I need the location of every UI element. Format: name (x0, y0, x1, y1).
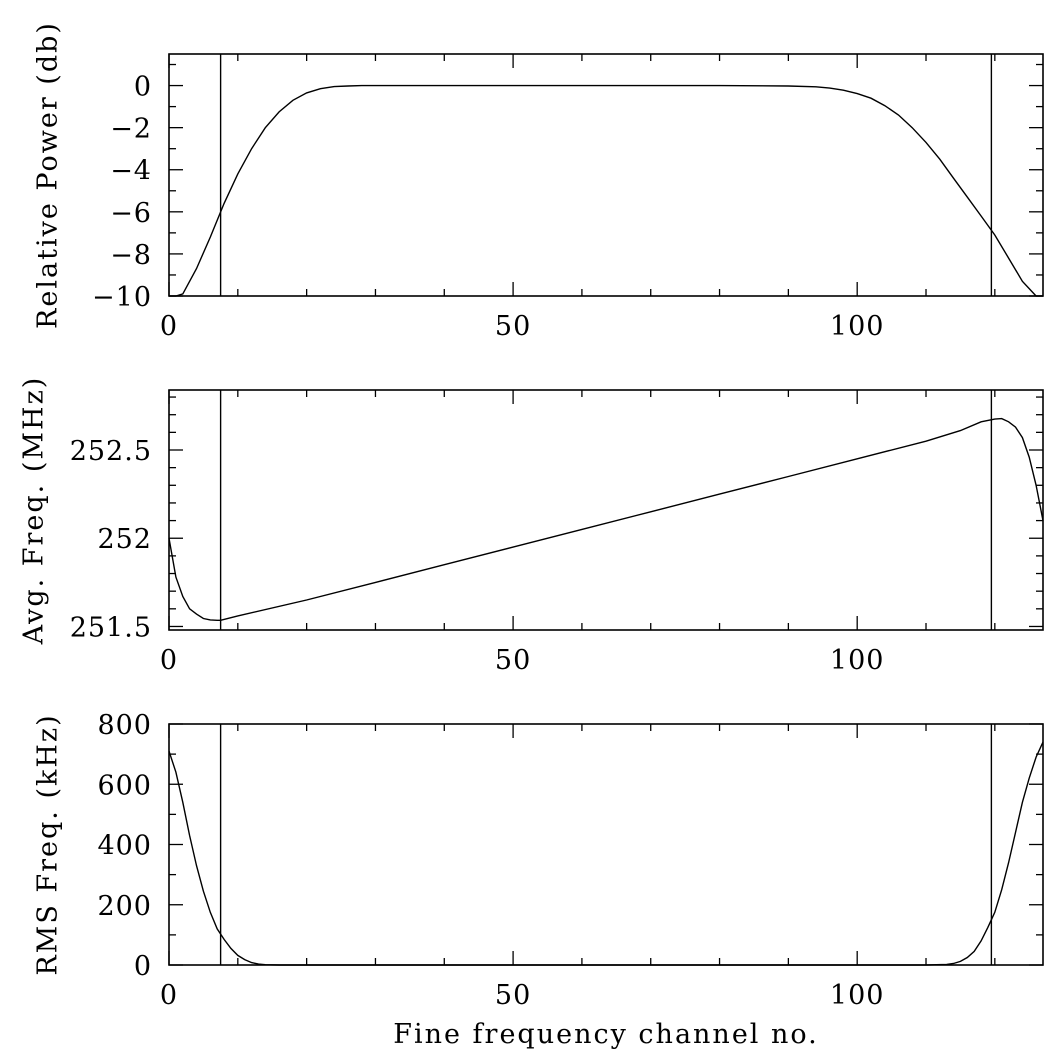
y-tick-label: 800 (97, 710, 152, 741)
y-tick-label: 252.5 (70, 436, 152, 467)
data-series-line (168, 417, 1044, 621)
y-tick-label: 600 (97, 770, 152, 801)
y-label-rms-freq: RMS Freq. (kHz) (33, 713, 64, 975)
plot-frame (168, 389, 1044, 631)
panel-avg-freq: 0 50 100 251.5 252 252.5 Avg. Freq. (MHz) (19, 376, 1044, 676)
y-tick-label: −2 (110, 114, 152, 145)
y-tick-label: −10 (92, 282, 152, 313)
y-tick-label: 251.5 (70, 612, 152, 643)
x-tick-label: 0 (160, 645, 178, 676)
plot-frame (168, 723, 1044, 966)
y-tick-label: 400 (97, 831, 152, 862)
x-tick-label: 50 (495, 645, 531, 676)
y-tick-label: 252 (97, 524, 152, 555)
x-tick-label: 100 (830, 980, 885, 1011)
data-series-line (168, 741, 1044, 966)
y-tick-label: −6 (110, 198, 152, 229)
plot-frame (168, 53, 1044, 297)
y-tick-label: 0 (134, 72, 152, 103)
panel-rms-freq: 0 50 100 0 200 400 600 800 RMS Freq. (kHz) (33, 710, 1044, 1011)
y-label-relative-power: Relative Power (db) (33, 21, 64, 329)
data-series-line (169, 84, 1043, 297)
x-tick-label: 100 (830, 645, 885, 676)
x-tick-label: 50 (495, 311, 531, 342)
y-tick-label: −4 (110, 156, 152, 187)
y-label-avg-freq: Avg. Freq. (MHz) (19, 376, 50, 646)
x-tick-label: 100 (830, 311, 885, 342)
x-tick-label: 0 (160, 980, 178, 1011)
panel-relative-power: 0 50 100 0 −2 −4 −6 −8 −10 Relative Power (db) (33, 21, 1044, 342)
x-tick-label: 0 (160, 311, 178, 342)
y-tick-label: 200 (97, 891, 152, 922)
y-tick-label: −8 (110, 240, 152, 271)
y-tick-label: 0 (134, 951, 152, 982)
x-axis-label: Fine frequency channel no. (393, 1019, 819, 1050)
x-tick-label: 50 (495, 980, 531, 1011)
